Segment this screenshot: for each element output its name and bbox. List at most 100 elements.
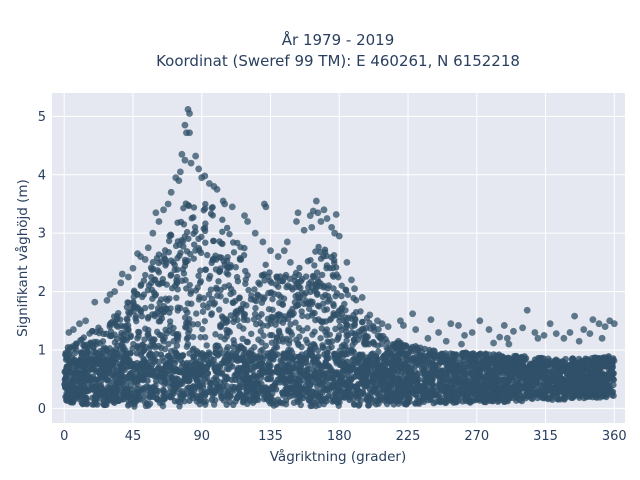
outlier-point — [500, 322, 508, 329]
data-point — [170, 259, 177, 266]
data-point — [545, 355, 552, 362]
data-point — [120, 391, 127, 398]
data-point — [311, 328, 318, 335]
outlier-point — [589, 316, 597, 324]
outlier-point — [300, 226, 308, 234]
data-point — [319, 293, 327, 301]
data-point — [218, 254, 225, 261]
data-point — [140, 393, 148, 400]
data-point — [213, 286, 220, 293]
data-point — [62, 367, 69, 374]
data-point — [160, 395, 167, 402]
outlier-point — [160, 206, 167, 214]
data-point — [315, 316, 322, 323]
data-point — [99, 338, 107, 345]
data-point — [96, 366, 104, 374]
data-point — [236, 390, 244, 397]
data-point — [502, 392, 509, 399]
data-point — [243, 388, 251, 396]
data-point — [230, 299, 237, 307]
data-point — [219, 240, 226, 248]
data-point — [78, 350, 86, 357]
data-point — [248, 330, 255, 337]
data-point — [439, 368, 447, 376]
outlier-point — [129, 264, 137, 272]
data-point — [72, 342, 79, 350]
data-point — [328, 254, 335, 261]
data-point — [577, 359, 584, 367]
x-tick-labels: 0 45 90 135 180 225 270 315 360 — [60, 429, 627, 444]
data-point — [91, 338, 98, 346]
data-point — [253, 320, 260, 328]
data-point — [182, 276, 189, 284]
data-point — [344, 378, 351, 385]
data-point — [282, 271, 290, 279]
data-point — [215, 278, 222, 285]
data-point — [214, 292, 221, 299]
data-point — [215, 384, 222, 391]
x-tick-label-360: 360 — [602, 429, 627, 444]
data-point — [296, 264, 303, 272]
data-point — [427, 362, 435, 370]
data-point — [259, 322, 267, 329]
data-point — [63, 352, 70, 359]
data-point — [141, 363, 148, 370]
data-point — [191, 241, 198, 248]
data-point — [566, 362, 574, 370]
data-point — [196, 360, 203, 368]
data-point — [159, 402, 167, 410]
data-point — [320, 253, 327, 260]
data-point — [235, 343, 242, 351]
data-point — [287, 284, 295, 291]
data-point — [424, 369, 431, 376]
data-point — [343, 368, 351, 375]
x-tick-label-45: 45 — [125, 429, 142, 444]
data-point — [295, 324, 303, 332]
data-point — [466, 398, 473, 406]
outlier-point — [348, 276, 355, 284]
outlier-point — [571, 312, 578, 320]
outlier-point — [149, 229, 157, 237]
data-point — [146, 385, 154, 392]
data-point — [225, 392, 232, 399]
data-point — [368, 351, 375, 358]
data-point — [202, 200, 209, 208]
data-point — [265, 305, 273, 313]
data-point — [452, 394, 460, 401]
data-point — [241, 244, 248, 252]
data-point — [406, 398, 413, 405]
data-point — [190, 383, 197, 391]
data-point — [132, 313, 140, 320]
outlier-point — [580, 326, 588, 333]
data-point — [172, 242, 180, 250]
data-point — [420, 395, 428, 402]
data-point — [267, 331, 274, 339]
data-point — [326, 331, 333, 338]
data-point — [111, 339, 119, 346]
data-point — [376, 396, 383, 403]
outlier-point — [155, 218, 163, 225]
outlier-point — [176, 168, 184, 176]
data-point — [288, 372, 295, 379]
data-point — [212, 252, 219, 259]
data-point — [194, 349, 202, 357]
outlier-point — [531, 329, 539, 336]
data-point — [227, 264, 234, 271]
data-point — [256, 281, 263, 288]
data-point — [233, 273, 241, 281]
data-point — [498, 384, 505, 392]
outlier-point — [540, 331, 548, 339]
data-point — [248, 292, 255, 299]
data-point — [222, 319, 230, 326]
outlier-point — [427, 316, 435, 324]
outlier-point — [461, 331, 468, 339]
data-point — [215, 306, 223, 313]
data-point — [212, 374, 219, 381]
data-point — [360, 328, 367, 335]
data-point — [478, 352, 486, 360]
data-point — [331, 355, 339, 362]
outlier-point — [286, 258, 294, 266]
data-point — [352, 384, 359, 391]
data-point — [217, 323, 224, 331]
